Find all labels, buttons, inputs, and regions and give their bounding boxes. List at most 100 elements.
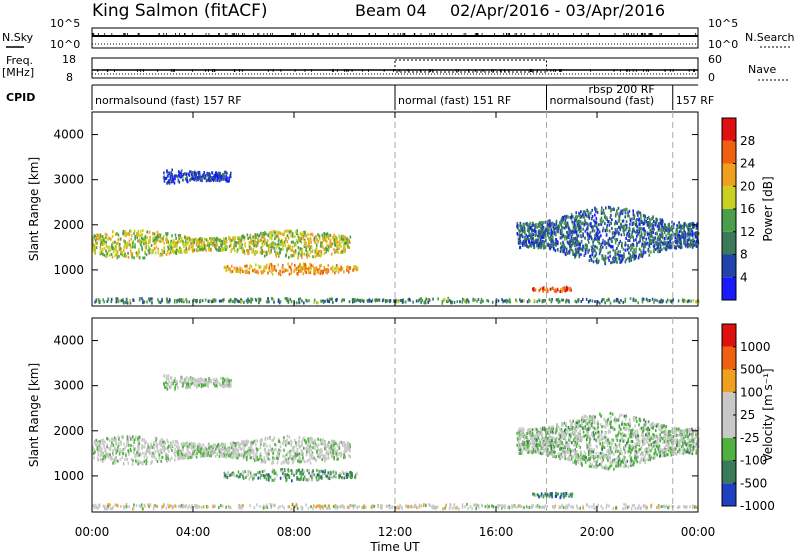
data-cell: [329, 240, 332, 244]
data-cell: [117, 241, 119, 245]
data-cell: [654, 298, 656, 302]
data-cell: [670, 237, 673, 241]
data-cell: [141, 233, 143, 237]
data-cell: [585, 297, 588, 301]
data-cell: [156, 445, 158, 449]
data-cell: [347, 241, 349, 245]
data-cell: [114, 253, 117, 257]
data-cell: [110, 252, 113, 256]
data-cell: [269, 244, 272, 248]
data-cell: [343, 441, 345, 445]
data-cell: [257, 448, 260, 452]
data-cell: [677, 299, 680, 303]
data-cell: [404, 300, 407, 304]
data-cell: [668, 225, 671, 229]
data-cell: [635, 247, 637, 251]
data-cell: [162, 237, 164, 241]
data-cell: [188, 247, 190, 251]
data-cell: [309, 441, 311, 445]
data-cell: [250, 456, 252, 460]
data-cell: [285, 442, 288, 446]
data-cell: [618, 300, 621, 304]
data-cell: [657, 250, 660, 254]
data-cell: [232, 441, 235, 445]
data-cell: [313, 236, 316, 240]
data-cell: [342, 234, 345, 238]
data-cell: [143, 256, 146, 260]
data-cell: [598, 301, 601, 305]
data-cell: [456, 300, 459, 304]
data-cell: [309, 262, 311, 266]
data-cell: [603, 297, 605, 301]
data-cell: [285, 297, 288, 301]
data-cell: [531, 240, 533, 244]
data-cell: [307, 253, 310, 257]
data-cell: [686, 300, 689, 304]
data-cell: [196, 241, 198, 245]
data-cell: [544, 235, 547, 239]
data-cell: [568, 251, 571, 255]
data-cell: [253, 243, 255, 247]
data-cell: [519, 221, 522, 225]
data-cell: [630, 248, 632, 252]
data-cell: [297, 272, 299, 276]
data-cell: [236, 441, 239, 445]
data-cell: [106, 245, 109, 249]
data-cell: [154, 236, 157, 240]
data-cell: [669, 237, 671, 241]
data-cell: [110, 297, 113, 301]
data-cell: [199, 173, 201, 177]
data-cell: [191, 170, 194, 174]
data-cell: [609, 254, 611, 258]
data-cell: [250, 448, 253, 452]
data-cell: [263, 456, 266, 460]
data-cell: [121, 251, 123, 255]
data-cell: [208, 299, 210, 303]
data-cell: [676, 224, 678, 228]
data-cell: [172, 238, 175, 242]
data-cell: [103, 247, 106, 251]
data-cell: [582, 234, 585, 238]
data-cell: [592, 239, 595, 243]
data-cell: [517, 237, 520, 241]
data-cell: [195, 176, 198, 180]
data-cell: [486, 298, 488, 302]
data-cell: [221, 447, 224, 451]
data-cell: [215, 171, 217, 175]
data-cell: [286, 229, 288, 233]
data-cell: [319, 264, 321, 268]
data-cell: [236, 299, 239, 303]
data-cell: [551, 223, 553, 227]
data-cell: [562, 286, 564, 290]
data-cell: [621, 241, 623, 245]
data-cell: [101, 235, 104, 239]
data-cell: [221, 246, 224, 250]
data-cell: [153, 232, 156, 236]
data-cell: [279, 231, 281, 235]
data-cell: [659, 236, 661, 240]
data-cell: [678, 240, 681, 244]
data-cell: [305, 271, 308, 275]
data-cell: [639, 219, 642, 223]
data-cell: [326, 248, 329, 252]
data-cell: [313, 300, 316, 304]
data-cell: [191, 247, 194, 251]
data-cell: [562, 226, 564, 230]
data-cell: [95, 438, 98, 442]
data-cell: [554, 249, 557, 253]
data-cell: [566, 235, 569, 239]
data-cell: [152, 236, 154, 240]
data-cell: [502, 300, 504, 304]
data-cell: [254, 233, 257, 237]
data-cell: [322, 442, 324, 446]
data-cell: [149, 247, 151, 251]
data-cell: [620, 233, 623, 237]
data-cell: [286, 438, 288, 442]
data-cell: [344, 249, 346, 253]
data-cell: [516, 221, 519, 225]
data-cell: [689, 245, 692, 249]
data-cell: [92, 452, 95, 456]
data-cell: [397, 300, 399, 304]
data-cell: [170, 443, 172, 447]
data-cell: [602, 241, 604, 245]
